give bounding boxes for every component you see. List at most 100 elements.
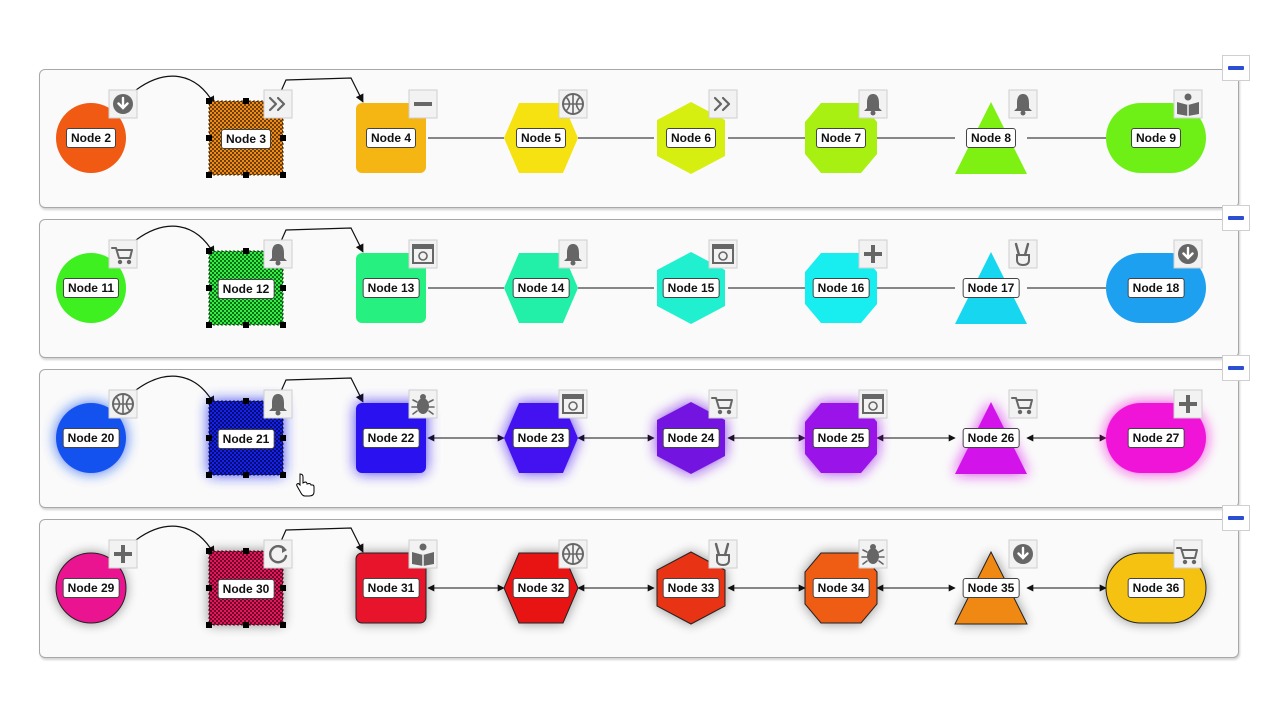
node-node-3[interactable] [206,89,293,178]
resize-handle[interactable] [243,622,249,628]
node-node-31[interactable] [355,539,438,624]
resize-handle[interactable] [206,135,212,141]
elbow-connector[interactable] [277,77,364,103]
node-node-15[interactable] [657,239,738,324]
bug-icon[interactable] [858,539,888,569]
node-node-30[interactable] [206,539,293,628]
node-node-4[interactable] [356,89,438,173]
node-node-2[interactable] [56,89,138,173]
plus-icon[interactable] [108,539,138,569]
download-icon[interactable] [1173,239,1203,269]
node-node-36[interactable] [1105,539,1207,624]
node-node-29[interactable] [55,539,138,624]
collapse-lane-button[interactable] [1222,355,1250,381]
cart-icon[interactable] [108,239,138,269]
curved-connector[interactable] [135,225,215,255]
plus-icon[interactable] [858,239,888,269]
curved-connector[interactable] [135,525,215,555]
resize-handle[interactable] [243,472,249,478]
basketball-icon[interactable] [108,389,138,419]
resize-handle[interactable] [243,322,249,328]
elbow-connector[interactable] [277,227,364,253]
resize-handle[interactable] [280,322,286,328]
resize-handle[interactable] [280,585,286,591]
victory-icon[interactable] [1008,239,1038,269]
resize-handle[interactable] [280,622,286,628]
bell-icon[interactable] [1008,89,1038,119]
victory-icon[interactable] [708,539,738,569]
node-node-22[interactable] [356,389,438,473]
node-node-8[interactable] [955,89,1038,174]
node-node-35[interactable] [954,539,1038,625]
resize-handle[interactable] [206,585,212,591]
node-node-33[interactable] [656,539,738,625]
cart-icon[interactable] [1008,389,1038,419]
node-node-7[interactable] [805,89,888,173]
collapse-lane-button[interactable] [1222,55,1250,81]
minus-icon[interactable] [408,89,438,119]
resize-handle[interactable] [206,548,212,554]
basketball-icon[interactable] [558,89,588,119]
resize-handle[interactable] [280,435,286,441]
plus-icon[interactable] [1173,389,1203,419]
browser-icon[interactable] [858,389,888,419]
chevrons-right-icon[interactable] [708,89,738,119]
node-node-9[interactable] [1106,89,1206,173]
bell-icon[interactable] [858,89,888,119]
resize-handle[interactable] [206,285,212,291]
curved-connector[interactable] [135,375,215,405]
browser-icon[interactable] [408,239,438,269]
resize-handle[interactable] [206,398,212,404]
node-node-5[interactable] [504,89,588,173]
node-node-18[interactable] [1106,239,1206,323]
node-node-17[interactable] [955,239,1038,324]
resize-handle[interactable] [243,248,249,254]
collapse-lane-button[interactable] [1222,505,1250,531]
resize-handle[interactable] [243,548,249,554]
node-node-24[interactable] [657,389,738,474]
basketball-icon[interactable] [558,539,588,569]
cart-icon[interactable] [1173,539,1203,569]
bell-icon[interactable] [263,239,293,269]
elbow-connector[interactable] [277,527,364,553]
resize-handle[interactable] [206,322,212,328]
elbow-connector[interactable] [277,377,364,403]
node-node-26[interactable] [955,389,1038,474]
resize-handle[interactable] [280,135,286,141]
reader-icon[interactable] [408,539,438,569]
resize-handle[interactable] [206,622,212,628]
node-node-12[interactable] [206,239,293,328]
bell-icon[interactable] [263,389,293,419]
node-node-11[interactable] [56,239,138,323]
resize-handle[interactable] [243,172,249,178]
node-node-27[interactable] [1106,389,1206,473]
resize-handle[interactable] [206,435,212,441]
resize-handle[interactable] [206,472,212,478]
chevrons-right-icon[interactable] [263,89,293,119]
node-node-23[interactable] [504,389,588,473]
bug-icon[interactable] [408,389,438,419]
node-node-32[interactable] [503,539,588,624]
browser-icon[interactable] [708,239,738,269]
node-node-25[interactable] [805,389,888,473]
resize-handle[interactable] [206,172,212,178]
download-icon[interactable] [108,89,138,119]
resize-handle[interactable] [206,98,212,104]
resize-handle[interactable] [280,285,286,291]
cart-icon[interactable] [708,389,738,419]
node-node-6[interactable] [657,89,738,174]
refresh-icon[interactable] [263,539,293,569]
browser-icon[interactable] [558,389,588,419]
download-icon[interactable] [1008,539,1038,569]
resize-handle[interactable] [280,172,286,178]
curved-connector[interactable] [135,75,215,105]
resize-handle[interactable] [206,248,212,254]
reader-icon[interactable] [1173,89,1203,119]
collapse-lane-button[interactable] [1222,205,1250,231]
resize-handle[interactable] [243,98,249,104]
resize-handle[interactable] [243,398,249,404]
node-node-21[interactable] [206,389,293,478]
resize-handle[interactable] [280,472,286,478]
node-node-14[interactable] [504,239,588,323]
